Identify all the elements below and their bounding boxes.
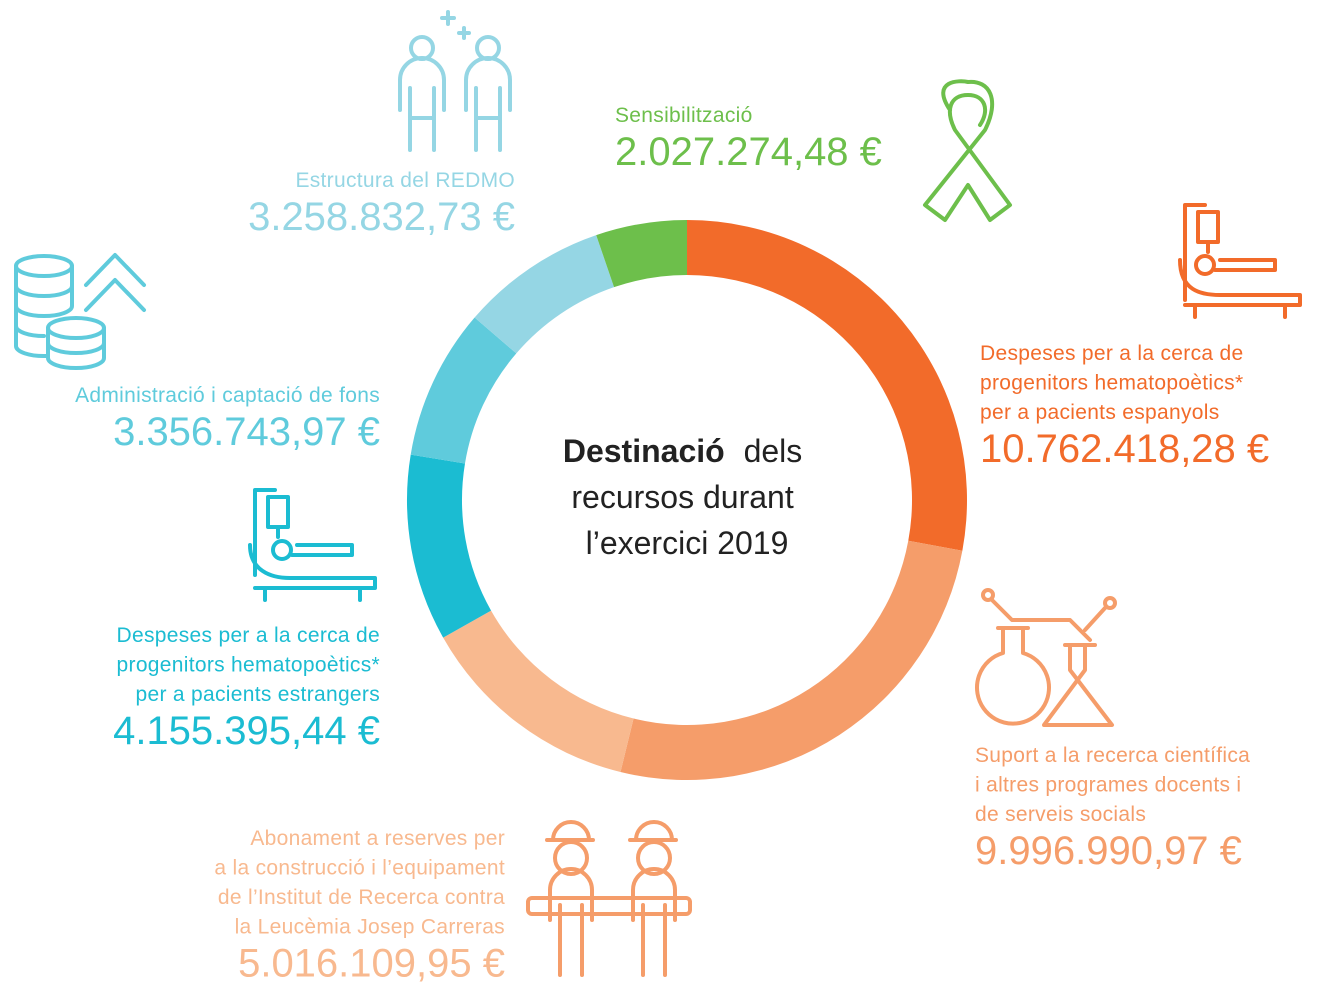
- icons: [13, 10, 1302, 977]
- segment-label: Estructura del REDMO 3.258.832,73 €: [248, 169, 515, 239]
- value-label: 4.155.395,44 €: [113, 709, 380, 753]
- title-bold: Destinació: [563, 433, 725, 469]
- donut-segment: [596, 220, 687, 288]
- title-line: l’exercici 2019: [586, 525, 789, 561]
- value-label: 2.027.274,48 €: [615, 130, 882, 174]
- label-line: Estructura del REDMO: [295, 169, 515, 192]
- value-label: 3.258.832,73 €: [248, 195, 515, 239]
- label-line: de serveis socials: [975, 803, 1146, 826]
- ribbon-icon: [923, 79, 1012, 222]
- donut-segment: [687, 220, 967, 551]
- segment-label: Suport a la recerca científica i altres p…: [975, 744, 1250, 873]
- donut-segment: [410, 317, 517, 464]
- center-title: Destinació dels recursos durant l’exerci…: [563, 433, 811, 561]
- title-line: dels: [744, 433, 803, 469]
- label-line: Sensibilització: [615, 104, 753, 127]
- donut-segment: [443, 610, 634, 772]
- value-label: 10.762.418,28 €: [980, 427, 1269, 471]
- label-line: per a pacients espanyols: [980, 401, 1220, 424]
- label-line: Abonament a reserves per: [250, 827, 505, 850]
- label-line: de l’Institut de Recerca contra: [218, 886, 505, 909]
- value-label: 9.996.990,97 €: [975, 829, 1242, 873]
- segment-label: Abonament a reserves per a la construcció…: [214, 827, 505, 986]
- donut: [407, 220, 967, 780]
- label-line: progenitors hematopoètics*: [117, 654, 380, 677]
- label-line: la Leucèmia Josep Carreras: [235, 916, 505, 939]
- label-line: progenitors hematopoètics*: [980, 372, 1243, 395]
- title-line: recursos durant: [571, 479, 793, 515]
- segment-label: Despeses per a la cerca de progenitors he…: [980, 342, 1269, 471]
- workers-icon: [526, 820, 692, 977]
- segment-label: Administració i captació de fons 3.356.74…: [75, 384, 380, 454]
- segment-label: Despeses per a la cerca de progenitors he…: [113, 624, 380, 753]
- bed-icon: [248, 488, 377, 602]
- value-label: 3.356.743,97 €: [113, 410, 380, 454]
- label-line: Despeses per a la cerca de: [980, 342, 1243, 365]
- label-line: per a pacients estrangers: [136, 683, 380, 706]
- people-icon: [398, 10, 512, 152]
- donut-segment: [407, 454, 492, 638]
- label-line: Despeses per a la cerca de: [117, 624, 380, 647]
- segment-label: Sensibilització 2.027.274,48 €: [615, 104, 882, 174]
- label-line: a la construcció i l’equipament: [214, 857, 505, 880]
- value-label: 5.016.109,95 €: [238, 942, 505, 986]
- donut-segment: [620, 540, 963, 780]
- label-line: i altres programes docents i: [975, 774, 1241, 797]
- bed-icon: [1178, 203, 1302, 319]
- flasks-icon: [975, 588, 1117, 727]
- label-line: Administració i captació de fons: [75, 384, 380, 407]
- donut-segment: [474, 235, 615, 354]
- coins-icon: [13, 253, 146, 370]
- label-line: Suport a la recerca científica: [975, 744, 1250, 767]
